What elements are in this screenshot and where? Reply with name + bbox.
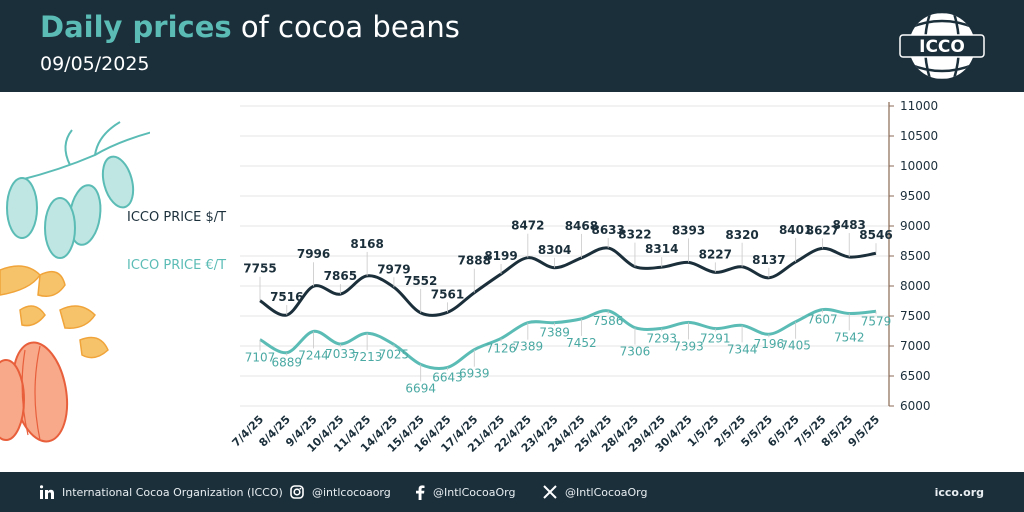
- y-tick-label: 9000: [900, 219, 931, 233]
- eur-data-label: 7452: [566, 336, 597, 350]
- price-date: 09/05/2025: [40, 53, 150, 75]
- eur-data-label: 6889: [272, 356, 303, 370]
- usd-data-label: 7979: [377, 262, 410, 276]
- logo-text: ICCO: [919, 37, 965, 57]
- y-tick-label: 9500: [900, 189, 931, 203]
- price-line-chart: 6000 6500 7000 7500 8000 8500 9000 9500 10000 105…: [230, 99, 939, 455]
- y-tick-label: 7000: [900, 339, 931, 353]
- instagram-icon: [290, 485, 304, 499]
- usd-data-label: 8401: [779, 223, 812, 237]
- header-banner: Daily prices of cocoa beans 09/05/2025 I…: [0, 0, 1024, 92]
- eur-data-label: 7393: [673, 339, 704, 353]
- eur-data-label: 7213: [352, 350, 383, 364]
- linkedin-icon: [40, 485, 54, 499]
- eur-data-label: 7126: [486, 341, 517, 355]
- x-label: @IntlCocoaOrg: [565, 485, 648, 499]
- website-link[interactable]: icco.org: [934, 485, 984, 499]
- eur-data-label: 6694: [405, 381, 436, 395]
- usd-data-label: 8633: [591, 223, 624, 237]
- facebook-icon: [415, 484, 425, 500]
- eur-data-label: 7291: [700, 332, 731, 346]
- linkedin-link[interactable]: International Cocoa Organization (ICCO): [40, 472, 283, 512]
- y-tick-label: 6500: [900, 369, 931, 383]
- usd-data-label: 7865: [324, 269, 357, 283]
- eur-data-label: 7293: [646, 331, 677, 345]
- usd-data-label: 8472: [511, 219, 544, 233]
- usd-data-label: 8322: [618, 228, 651, 242]
- title-rest: of cocoa beans: [231, 10, 460, 44]
- eur-data-label: 7344: [727, 342, 758, 356]
- usd-data-label: 8627: [806, 223, 839, 237]
- eur-data-label: 7033: [325, 347, 356, 361]
- footer-bar: International Cocoa Organization (ICCO) …: [0, 472, 1024, 512]
- legend-eur-label: ICCO PRICE €/T: [127, 258, 227, 273]
- usd-data-label: 7552: [404, 274, 437, 288]
- eur-data-label: 7107: [245, 351, 276, 365]
- y-tick-label: 7500: [900, 309, 931, 323]
- instagram-link[interactable]: @intlcocoaorg: [290, 472, 391, 512]
- y-tick-label: 11000: [900, 99, 938, 113]
- facebook-label: @IntlCocoaOrg: [433, 485, 516, 499]
- x-icon: [543, 485, 557, 499]
- eur-price-line: [259, 307, 877, 371]
- y-tick-label: 8500: [900, 249, 931, 263]
- y-tick-label: 10500: [900, 129, 938, 143]
- usd-data-label: 7888: [458, 254, 491, 268]
- eur-data-label: 7025: [379, 348, 410, 362]
- x-link[interactable]: @IntlCocoaOrg: [543, 472, 647, 512]
- usd-data-label: 8320: [725, 228, 758, 242]
- y-tick-label: 10000: [900, 159, 938, 173]
- usd-data-label: 8168: [350, 237, 383, 251]
- usd-data-label: 7996: [297, 247, 330, 261]
- eur-data-label: 7196: [754, 337, 785, 351]
- instagram-label: @intlcocoaorg: [312, 485, 391, 499]
- y-tick-label: 8000: [900, 279, 931, 293]
- usd-data-label: 8393: [672, 223, 705, 237]
- title-highlight: Daily prices: [40, 10, 232, 44]
- icco-globe-logo: ICCO: [899, 13, 985, 79]
- linkedin-label: International Cocoa Organization (ICCO): [62, 485, 283, 499]
- eur-data-label: 6643: [432, 370, 463, 384]
- usd-data-label: 8314: [645, 242, 678, 256]
- usd-data-label: 8137: [752, 253, 785, 267]
- usd-data-label: 8468: [565, 219, 598, 233]
- eur-data-label: 7389: [539, 326, 570, 340]
- eur-data-label: 7389: [513, 340, 544, 354]
- eur-data-label: 7586: [593, 314, 624, 328]
- page-title: Daily prices of cocoa beans: [40, 10, 460, 44]
- usd-price-line: [259, 246, 877, 317]
- usd-data-label: 8304: [538, 243, 571, 257]
- y-tick-label: 6000: [900, 399, 931, 413]
- eur-data-label: 7542: [834, 330, 865, 344]
- eur-data-label: 7244: [298, 348, 329, 362]
- usd-data-label: 8227: [699, 247, 732, 261]
- eur-data-label: 7579: [861, 314, 892, 328]
- usd-data-label: 7516: [270, 290, 303, 304]
- facebook-link[interactable]: @IntlCocoaOrg: [415, 472, 515, 512]
- usd-data-label: 8546: [859, 228, 892, 242]
- cocoa-illustration: [0, 121, 150, 443]
- eur-data-label: 6939: [459, 367, 490, 381]
- usd-data-label: 8483: [833, 218, 866, 232]
- usd-data-label: 8199: [484, 249, 517, 263]
- usd-data-label: 7755: [243, 262, 276, 276]
- eur-data-label: 7405: [780, 339, 811, 353]
- legend-usd-label: ICCO PRICE $/T: [127, 210, 227, 225]
- eur-data-label: 7306: [620, 345, 651, 359]
- eur-data-label: 7607: [807, 313, 838, 327]
- usd-data-label: 7561: [431, 287, 464, 301]
